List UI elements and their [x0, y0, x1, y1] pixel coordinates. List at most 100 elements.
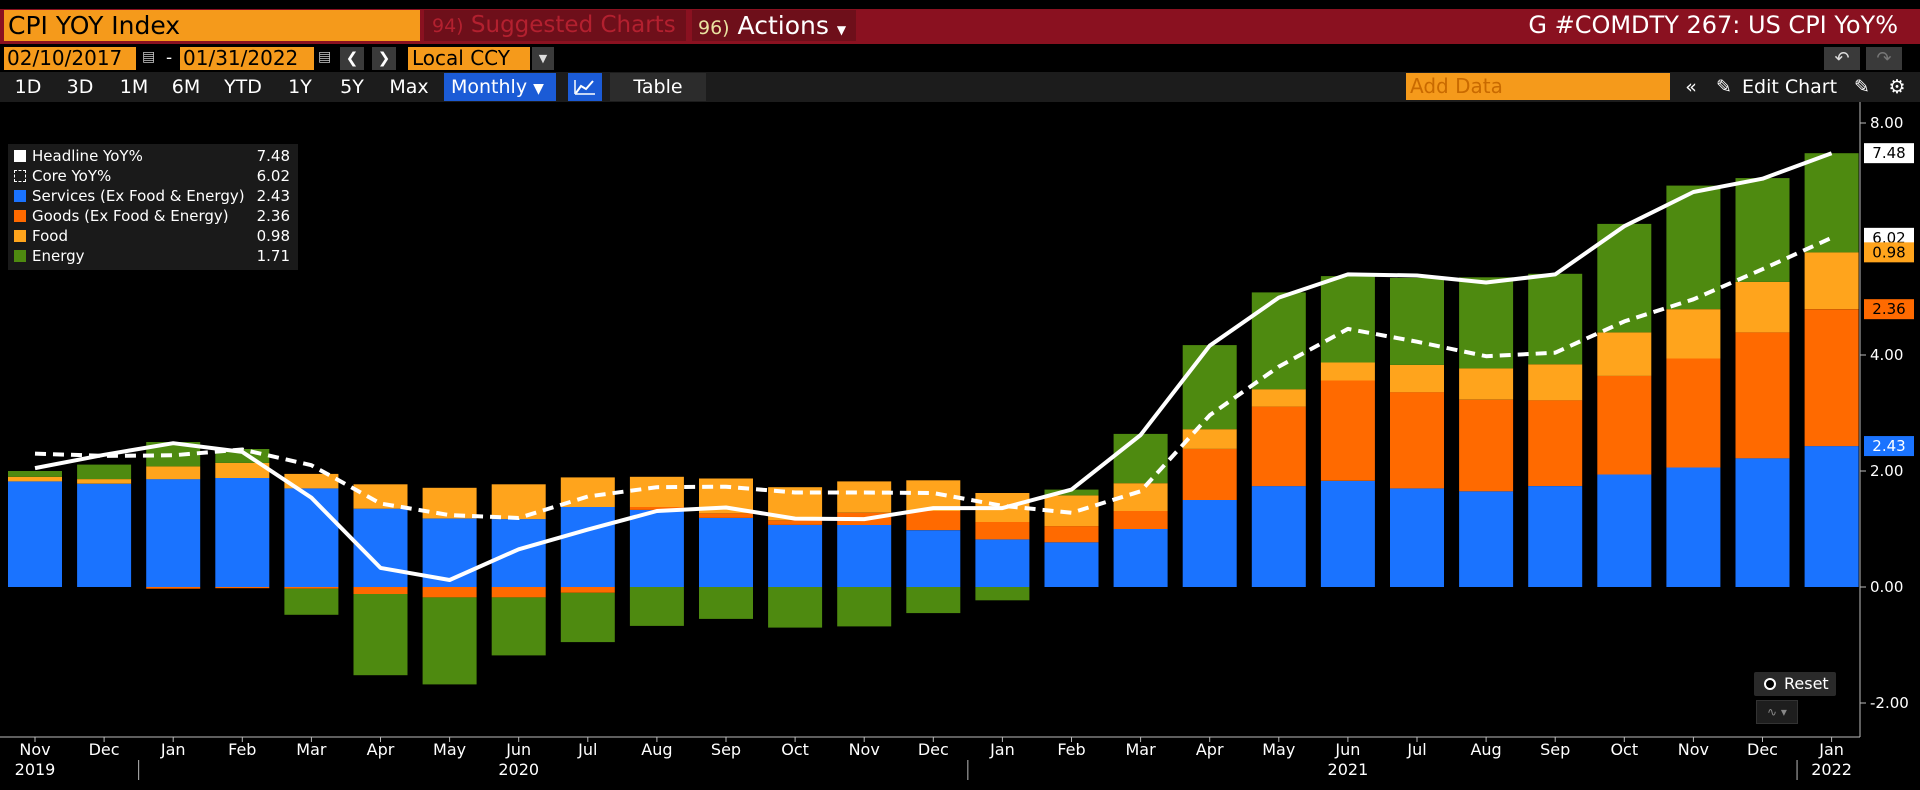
goods-bar: [491, 587, 546, 598]
x-tick-label: Oct: [781, 740, 809, 759]
x-tick-label: Jun: [505, 740, 531, 759]
chart-thumbnail-icon[interactable]: ∿ ▾: [1756, 700, 1798, 724]
food-bar: [1320, 362, 1375, 381]
year-label: 2020: [498, 760, 539, 779]
actions-menu[interactable]: 96) Actions ▼: [692, 10, 856, 41]
dropdown-arrow-icon[interactable]: ▼: [532, 47, 554, 70]
services-bar: [215, 478, 270, 587]
gear-icon[interactable]: ⚙: [1888, 76, 1906, 98]
goods-bar: [1666, 358, 1721, 468]
range-max-button[interactable]: Max: [389, 76, 429, 98]
legend: Headline YoY% 7.48 Core YoY% 6.02 Servic…: [8, 144, 298, 270]
pencil-icon[interactable]: ✎: [1716, 76, 1732, 98]
services-bar: [699, 518, 753, 587]
goods-bar: [1390, 392, 1444, 489]
services-bar: [491, 519, 546, 587]
range-ytd-button[interactable]: YTD: [224, 76, 262, 98]
energy-bar: [353, 594, 408, 676]
year-label: 2022: [1811, 760, 1852, 779]
food-bar: [629, 476, 684, 507]
calendar-icon[interactable]: ▤: [318, 49, 332, 65]
last-value-tag: [1864, 143, 1914, 164]
currency-select[interactable]: Local CCY: [408, 47, 530, 70]
edit-chart-button[interactable]: Edit Chart: [1742, 76, 1838, 98]
services-bar: [1735, 458, 1790, 587]
window-title: G #COMDTY 267: US CPI YoY%: [1528, 11, 1898, 39]
legend-label: Core YoY%: [32, 167, 112, 185]
energy-bar: [1251, 292, 1306, 390]
start-date-field[interactable]: 02/10/2017: [4, 47, 136, 70]
energy-bar: [629, 587, 684, 626]
previous-button[interactable]: ❮: [340, 47, 364, 70]
redo-icon[interactable]: ↷: [1866, 47, 1902, 70]
food-bar: [906, 480, 961, 511]
ticker-field[interactable]: CPI YOY Index: [4, 10, 420, 41]
last-value-tag: [1864, 242, 1914, 263]
services-bar: [629, 509, 684, 587]
services-bar: [1528, 486, 1583, 587]
reset-button[interactable]: Reset: [1754, 672, 1836, 696]
legend-swatch: [14, 170, 26, 182]
range-1d-button[interactable]: 1D: [14, 76, 42, 98]
x-tick-label: Apr: [1196, 740, 1224, 759]
goods-bar: [1251, 406, 1306, 487]
range-1m-button[interactable]: 1M: [119, 76, 149, 98]
x-tick-label: Nov: [1678, 740, 1709, 759]
range-3d-button[interactable]: 3D: [66, 76, 94, 98]
services-bar: [77, 483, 132, 587]
table-view-button[interactable]: Table: [610, 73, 706, 101]
range-1y-button[interactable]: 1Y: [288, 76, 312, 98]
x-tick-label: May: [433, 740, 466, 759]
collapse-icon[interactable]: «: [1685, 76, 1697, 98]
goods-bar: [1320, 380, 1375, 481]
line-chart-icon[interactable]: [568, 73, 602, 101]
x-tick-label: Nov: [849, 740, 880, 759]
actions-number: 96): [698, 17, 730, 39]
x-tick-label: Nov: [19, 740, 50, 759]
legend-value: 0.98: [256, 227, 290, 245]
x-tick-label: Jan: [989, 740, 1015, 759]
energy-bar: [8, 471, 62, 477]
frequency-select[interactable]: Monthly ▼: [444, 73, 556, 101]
y-tick-label: 2.00: [1870, 462, 1903, 480]
legend-item: Headline YoY% 7.48: [8, 146, 298, 166]
x-tick-label: Mar: [296, 740, 327, 759]
legend-swatch: [14, 230, 26, 242]
undo-icon[interactable]: ↶: [1824, 47, 1860, 70]
end-date-field[interactable]: 01/31/2022: [180, 47, 314, 70]
suggested-charts-number: 94): [432, 15, 464, 37]
add-data-input[interactable]: Add Data: [1406, 73, 1670, 100]
suggested-charts-menu[interactable]: 94) Suggested Charts: [424, 10, 686, 41]
goods-bar: [975, 522, 1030, 540]
y-tick-label: -2.00: [1870, 694, 1909, 712]
services-bar: [768, 524, 823, 587]
energy-bar: [77, 464, 132, 480]
services-bar: [1459, 491, 1514, 587]
cpi-chart[interactable]: 8.00 4.00 2.00 0.00 -2.00 7.48 6.02 0.98 2.36 2.4…: [0, 102, 1920, 790]
caret-down-icon: ▼: [533, 81, 544, 97]
suggested-charts-label: Suggested Charts: [470, 12, 676, 38]
next-button[interactable]: ❯: [372, 47, 396, 70]
x-tick-label: Apr: [367, 740, 395, 759]
energy-bar: [422, 597, 477, 685]
goods-bar: [1804, 309, 1859, 447]
legend-value: 1.71: [256, 247, 290, 265]
last-value-label: 0.98: [1872, 243, 1905, 261]
food-bar: [1044, 495, 1099, 527]
calendar-icon[interactable]: ▤: [142, 49, 156, 65]
legend-item: Food 0.98: [8, 226, 298, 246]
energy-bar: [560, 592, 615, 643]
energy-bar: [1666, 185, 1721, 310]
reset-label: Reset: [1784, 674, 1829, 693]
legend-value: 7.48: [256, 147, 290, 165]
food-bar: [1735, 281, 1790, 333]
last-value-label: 2.43: [1872, 437, 1905, 455]
range-6m-button[interactable]: 6M: [171, 76, 201, 98]
legend-value: 2.43: [256, 187, 290, 205]
energy-bar: [906, 587, 961, 614]
chart-edit-icon[interactable]: ✎: [1854, 76, 1870, 98]
goods-bar: [560, 587, 615, 593]
range-5y-button[interactable]: 5Y: [340, 76, 364, 98]
x-tick-label: Oct: [1610, 740, 1638, 759]
legend-item: Goods (Ex Food & Energy) 2.36: [8, 206, 298, 226]
